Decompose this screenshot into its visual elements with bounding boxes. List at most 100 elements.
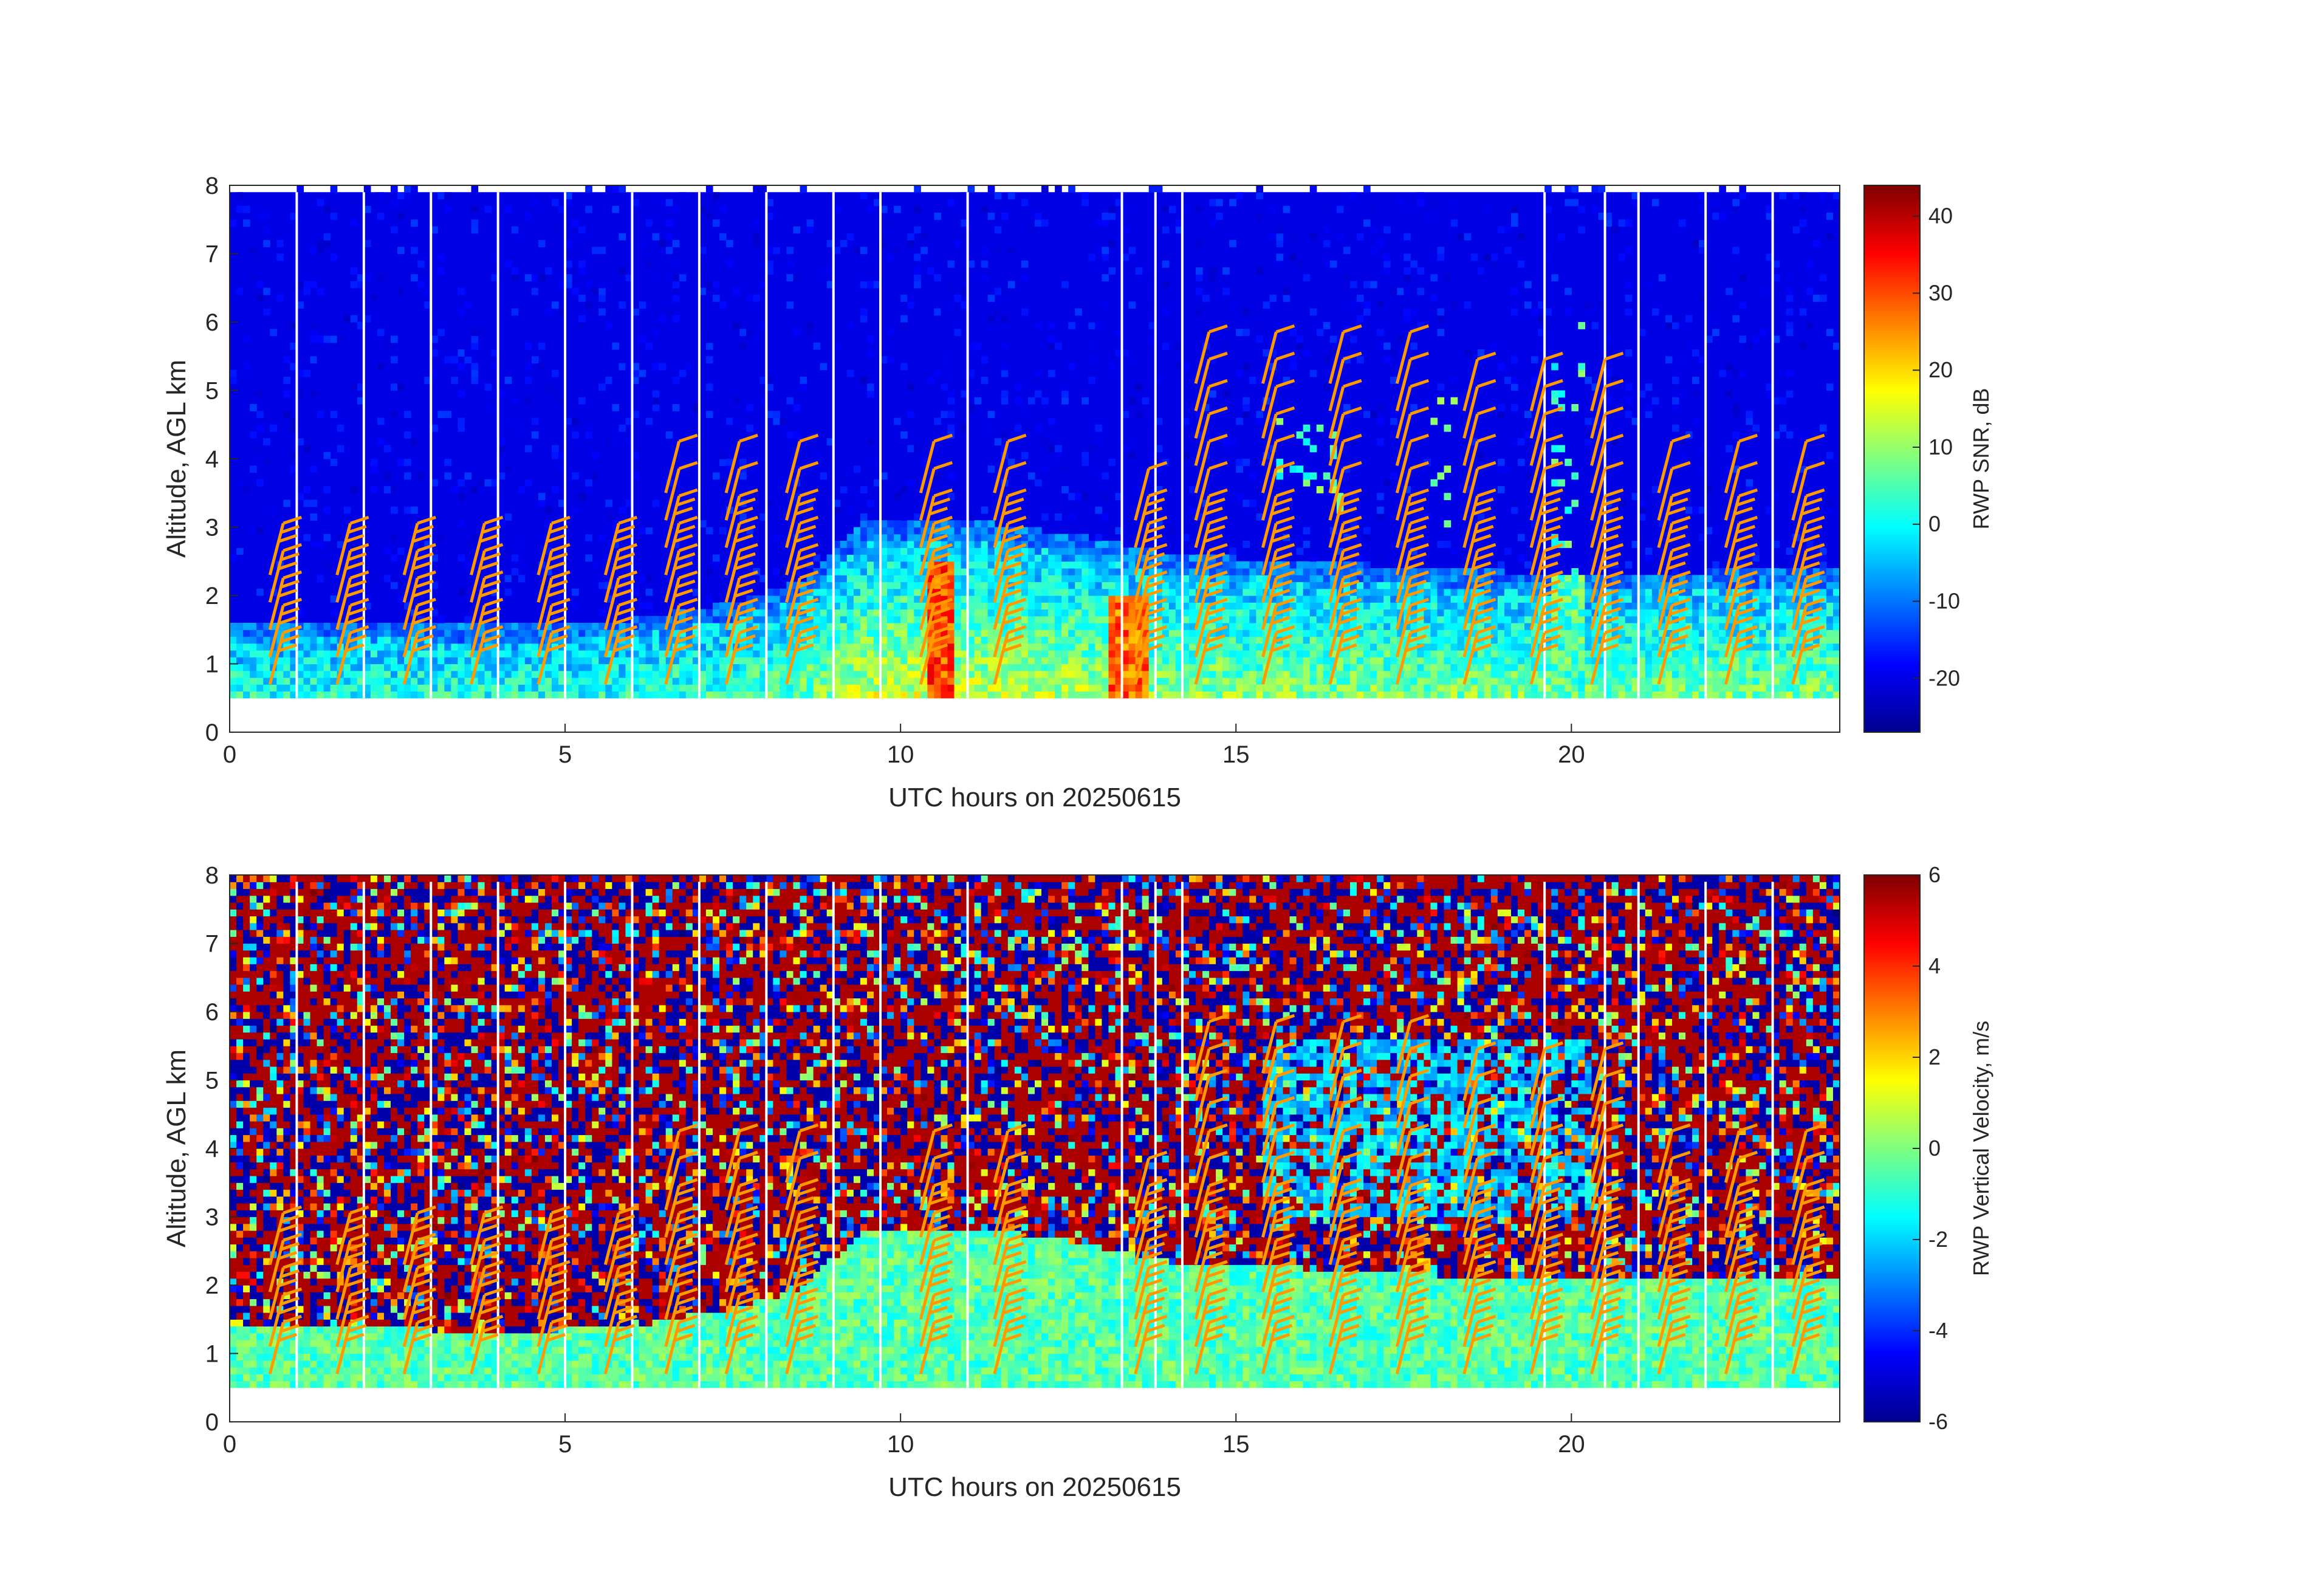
snr-cell: [846, 677, 854, 685]
snr-cell: [1323, 643, 1331, 651]
snr-cell: [518, 424, 526, 432]
snr-cell: [1014, 602, 1022, 610]
snr-cell: [914, 623, 921, 630]
snr-cell: [1035, 643, 1042, 651]
snr-cell: [1027, 664, 1035, 671]
snr-cell: [1377, 493, 1384, 501]
snr-cell: [1168, 629, 1176, 637]
snr-cell: [739, 677, 747, 685]
snr-cell: [1309, 670, 1317, 678]
snr-cell: [1484, 623, 1492, 630]
snr-cell: [987, 684, 995, 692]
snr-cell: [793, 629, 801, 637]
snr-cell: [941, 677, 948, 685]
snr-cell: [1397, 650, 1404, 657]
snr-cell: [860, 609, 868, 617]
snr-cell: [504, 260, 512, 268]
snr-cell: [887, 253, 894, 261]
snr-cell: [1182, 315, 1190, 323]
snr-cell: [1115, 691, 1123, 699]
snr-cell: [1095, 561, 1103, 569]
snr-cell: [1155, 602, 1163, 610]
snr-cell: [565, 643, 572, 651]
snr-cell: [1430, 657, 1438, 665]
snr-cell: [1578, 664, 1586, 671]
snr-cell: [941, 547, 948, 555]
snr-cell: [1243, 581, 1250, 589]
snr-cell: [383, 636, 391, 644]
snr-cell: [1142, 670, 1150, 678]
snr-cell: [793, 493, 801, 501]
snr-cell: [1571, 581, 1578, 589]
snr-cell: [1343, 684, 1351, 692]
snr-cell: [914, 445, 921, 453]
snr-cell: [303, 287, 311, 295]
snr-cell: [1188, 643, 1196, 651]
snr-cell: [1256, 664, 1264, 671]
snr-cell: [1188, 670, 1196, 678]
snr-cell: [1363, 657, 1371, 665]
snr-cell: [1524, 301, 1532, 309]
snr-cell: [1437, 616, 1445, 623]
snr-cell: [437, 616, 445, 623]
snr-cell: [1450, 664, 1458, 671]
snr-cell: [1470, 486, 1478, 493]
snr-cell: [1444, 588, 1452, 596]
snr-cell: [1055, 643, 1062, 651]
snr-cell: [1014, 670, 1022, 678]
snr-cell: [1269, 664, 1277, 671]
snr-cell: [793, 657, 801, 665]
snr-cell: [598, 575, 606, 583]
snr-cell: [1088, 636, 1095, 644]
snr-cell: [1538, 657, 1545, 665]
snr-cell: [766, 411, 773, 419]
snr-cell: [793, 274, 801, 282]
snr-cell: [404, 192, 411, 200]
snr-cell: [1336, 233, 1344, 241]
snr-cell: [1122, 657, 1129, 665]
snr-cell: [1061, 609, 1069, 617]
snr-cell: [1377, 629, 1384, 637]
snr-cell: [1377, 588, 1384, 596]
snr-cell: [605, 322, 612, 329]
snr-cell: [1518, 684, 1525, 692]
snr-cell: [1417, 595, 1425, 603]
snr-cell: [665, 684, 673, 692]
snr-cell: [1061, 643, 1069, 651]
snr-cell: [786, 650, 794, 657]
snr-cell: [1309, 561, 1317, 569]
snr-cell: [1544, 322, 1552, 329]
snr-cell: [1424, 650, 1431, 657]
snr-cell: [524, 670, 532, 678]
snr-cell: [1095, 623, 1103, 630]
snr-cell: [759, 260, 767, 268]
snr-cell: [679, 274, 687, 282]
snr-cell: [1263, 547, 1270, 555]
snr-cell: [230, 650, 237, 657]
snr-cell: [1263, 623, 1270, 630]
snr-cell: [1236, 629, 1243, 637]
snr-cell: [1551, 670, 1558, 678]
snr-cell: [652, 363, 660, 371]
snr-cell: [746, 404, 753, 411]
snr-cell: [1095, 472, 1103, 480]
snr-cell: [491, 363, 499, 371]
snr-cell: [1128, 602, 1136, 610]
snr-cell: [1222, 575, 1230, 583]
snr-cell: [1095, 664, 1103, 671]
snr-cell: [1021, 554, 1029, 562]
snr-cell: [451, 664, 459, 671]
snr-cell: [1068, 623, 1075, 630]
snr-cell: [645, 650, 653, 657]
snr-cell: [424, 301, 431, 309]
snr-cell: [1236, 602, 1243, 610]
snr-cell: [652, 664, 660, 671]
snr-cell: [679, 623, 687, 630]
snr-cell: [786, 691, 794, 699]
snr-cell: [840, 664, 848, 671]
snr-cell: [1095, 575, 1103, 583]
snr-cell: [317, 657, 324, 665]
snr-cell: [1343, 691, 1351, 699]
snr-cell: [1470, 253, 1478, 261]
snr-cell: [1269, 349, 1277, 357]
